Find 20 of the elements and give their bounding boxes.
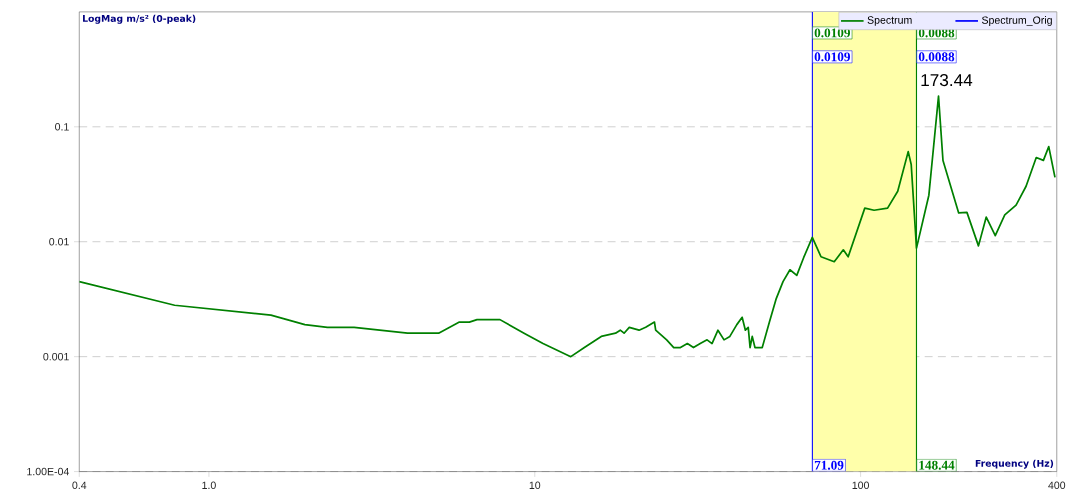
x-tick-label: 400	[1048, 481, 1066, 489]
y-tick-label: 0.001	[43, 352, 69, 361]
annotation: 173.44	[921, 73, 973, 86]
y-axis-title: LogMag m/s² (0-peak)	[83, 14, 196, 24]
annotation: 0.0109	[814, 52, 851, 62]
y-tick-label: 1.00E-04	[27, 467, 70, 476]
x-axis-title: Frequency (Hz)	[975, 459, 1054, 469]
annotation: 0.0088	[918, 28, 955, 38]
annotation: 0.0088	[918, 52, 955, 62]
annotation: 0.0109	[814, 28, 851, 38]
x-tick-label: 100	[852, 481, 870, 489]
y-tick-label: 0.01	[49, 237, 69, 246]
legend-label: Spectrum	[867, 16, 912, 26]
x-tick-label: 1.0	[202, 481, 216, 489]
ref-line-label: 71.09	[814, 460, 844, 470]
ref-line-label: 148.44	[919, 460, 955, 470]
legend-label: Spectrum_Orig	[981, 15, 1052, 26]
y-tick-label: 0.1	[55, 122, 69, 131]
x-tick-label: 10	[529, 481, 541, 489]
x-tick-label: 0.4	[72, 481, 87, 489]
